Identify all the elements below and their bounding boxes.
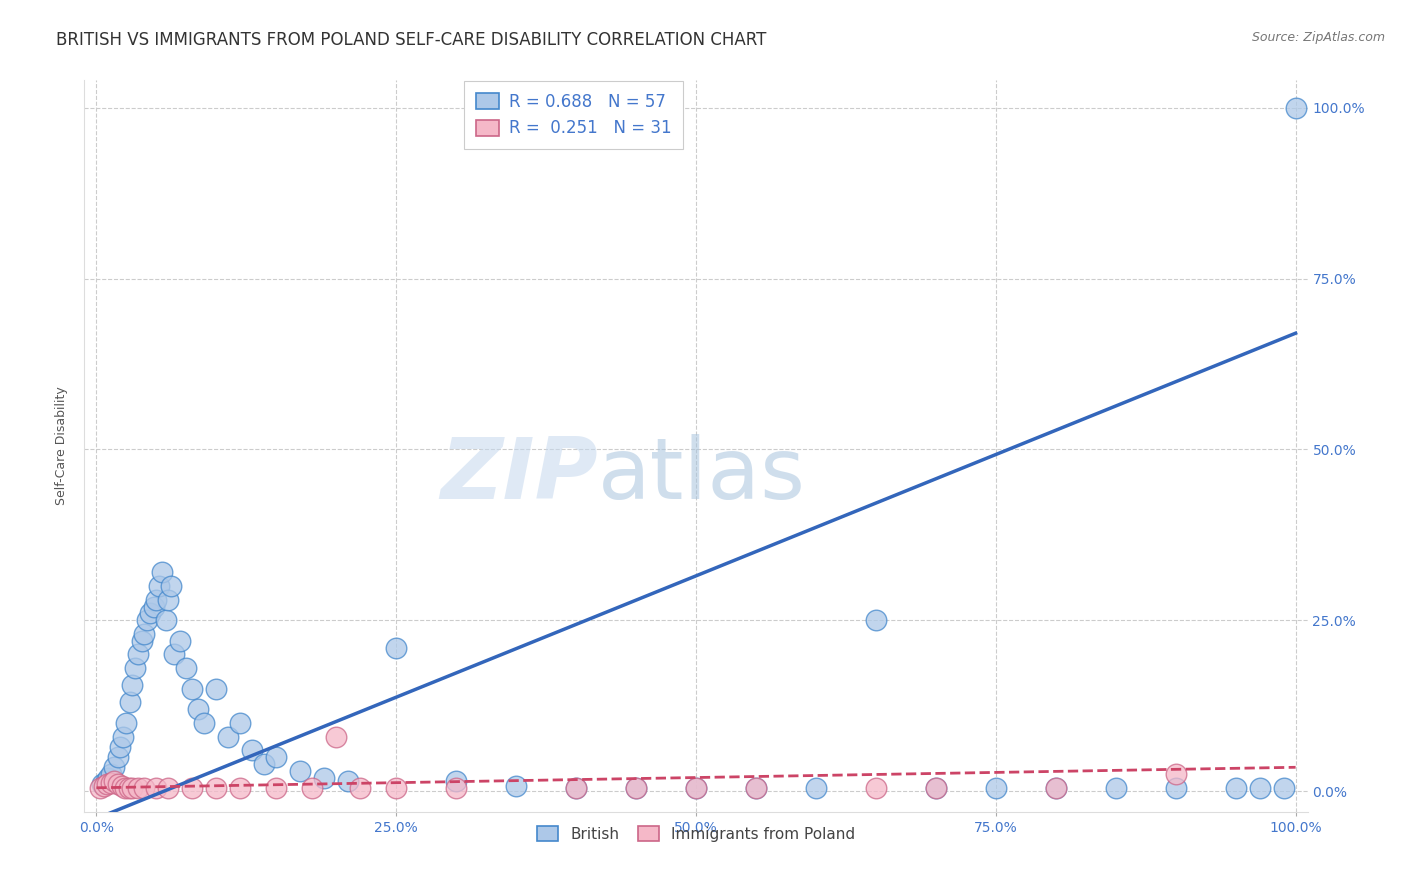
Point (1045, 780, 1067, 795)
Text: BRITISH VS IMMIGRANTS FROM POLAND SELF-CARE DISABILITY CORRELATION CHART: BRITISH VS IMMIGRANTS FROM POLAND SELF-C… (56, 31, 766, 49)
Point (205, 780, 228, 795)
Point (127, 780, 149, 795)
Point (314, 771, 336, 785)
Point (157, 780, 180, 795)
Point (145, 780, 167, 795)
Point (118, 780, 141, 795)
Point (91, 777, 114, 791)
Point (1045, 780, 1067, 795)
Point (181, 780, 204, 795)
Point (145, 592, 167, 607)
Point (565, 780, 588, 795)
Y-axis label: Self-Care Disability: Self-Care Disability (55, 386, 69, 506)
Point (157, 592, 180, 607)
Point (135, 613, 157, 627)
Point (134, 627, 156, 641)
Point (865, 780, 887, 795)
Point (444, 780, 467, 795)
Point (110, 739, 132, 754)
Point (89, 780, 111, 795)
Point (745, 780, 768, 795)
Point (97, 771, 120, 785)
Point (301, 780, 323, 795)
Point (93, 779, 115, 793)
Point (240, 743, 263, 757)
Point (505, 779, 527, 793)
Point (565, 780, 588, 795)
Point (131, 633, 153, 648)
Point (745, 780, 768, 795)
Point (103, 760, 125, 774)
Point (865, 613, 887, 627)
Text: Source: ZipAtlas.com: Source: ZipAtlas.com (1251, 31, 1385, 45)
Point (169, 633, 191, 648)
Point (174, 661, 197, 675)
Legend: British, Immigrants from Poland: British, Immigrants from Poland (530, 821, 862, 848)
Point (337, 774, 360, 789)
Point (385, 780, 408, 795)
Point (114, 780, 136, 795)
Point (103, 774, 125, 789)
Point (229, 780, 252, 795)
Point (1164, 780, 1187, 795)
Point (229, 715, 252, 730)
Point (385, 640, 408, 655)
Point (181, 681, 204, 696)
Text: ZIP: ZIP (440, 434, 598, 516)
Point (96, 777, 118, 791)
Point (264, 780, 287, 795)
Point (1164, 767, 1187, 781)
Point (325, 730, 347, 744)
Point (217, 730, 239, 744)
Point (121, 780, 143, 795)
Point (624, 780, 647, 795)
Point (150, 566, 173, 580)
Point (984, 780, 1007, 795)
Point (349, 780, 371, 795)
Point (163, 648, 186, 662)
Point (159, 579, 181, 593)
Point (1272, 780, 1295, 795)
Point (94, 774, 117, 789)
Point (264, 750, 287, 764)
Point (290, 764, 312, 778)
Point (124, 661, 146, 675)
Point (804, 780, 827, 795)
Point (1105, 780, 1128, 795)
Point (1284, 101, 1306, 115)
Point (111, 730, 134, 744)
Point (115, 715, 138, 730)
Point (155, 613, 177, 627)
Point (925, 780, 948, 795)
Point (253, 756, 276, 771)
Point (148, 579, 170, 593)
Text: atlas: atlas (598, 434, 806, 516)
Point (444, 774, 467, 789)
Point (685, 780, 707, 795)
Point (142, 599, 165, 614)
Point (118, 695, 141, 709)
Point (121, 678, 143, 692)
Point (139, 607, 162, 621)
Point (127, 648, 149, 662)
Point (925, 780, 948, 795)
Point (107, 750, 129, 764)
Point (110, 779, 132, 793)
Point (107, 777, 129, 791)
Point (193, 715, 215, 730)
Point (134, 780, 156, 795)
Point (100, 767, 122, 781)
Point (205, 681, 228, 696)
Point (624, 780, 647, 795)
Point (1225, 780, 1247, 795)
Point (1249, 780, 1271, 795)
Point (100, 776, 122, 790)
Point (187, 702, 209, 716)
Point (685, 780, 707, 795)
